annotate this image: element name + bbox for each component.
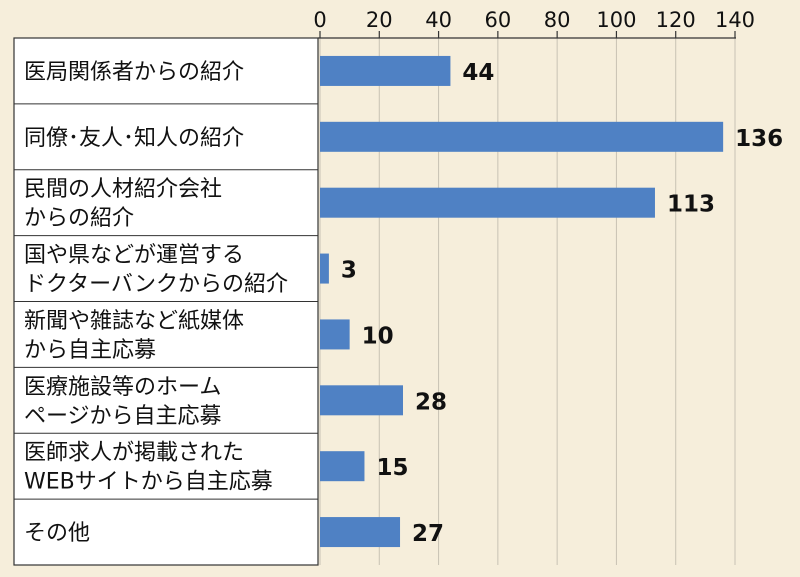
category-label-line: ページから自主応募 <box>24 404 222 429</box>
category-label: 同僚･友人･知人の紹介 <box>24 126 244 151</box>
category-label-line: 医局関係者からの紹介 <box>24 60 244 85</box>
data-label: 28 <box>415 389 447 415</box>
x-axis-ticks: 0 20 40 60 80 100 120 140 <box>313 8 755 38</box>
category-label-line: 国や県などが運営する <box>24 243 244 268</box>
bar <box>320 187 655 218</box>
category-label: 国や県などが運営するドクターバンクからの紹介 <box>24 243 288 297</box>
bar <box>320 451 365 482</box>
category-label-line: その他 <box>24 521 90 546</box>
x-tick-label: 100 <box>596 8 636 32</box>
category-label: 民間の人材紹介会社からの紹介 <box>24 177 222 231</box>
category-labels: 医局関係者からの紹介同僚･友人･知人の紹介民間の人材紹介会社からの紹介国や県など… <box>24 60 288 546</box>
data-label: 113 <box>667 192 715 218</box>
x-tick-label: 140 <box>715 8 755 32</box>
bars <box>320 55 724 548</box>
category-label-line: WEBサイトから自主応募 <box>24 470 273 495</box>
bar <box>320 253 329 284</box>
x-tick-label: 60 <box>484 8 511 32</box>
x-tick-label: 0 <box>313 8 326 32</box>
data-label: 136 <box>735 126 783 152</box>
category-label: 医師求人が掲載された WEBサイトから自主応募 <box>24 441 273 495</box>
bar <box>320 121 724 152</box>
data-labels: 44 136 113 3 10 28 15 27 <box>341 60 783 547</box>
x-tick-label: 80 <box>544 8 571 32</box>
data-label: 44 <box>462 60 494 86</box>
x-tick-label: 120 <box>656 8 696 32</box>
category-label-line: から自主応募 <box>24 338 156 363</box>
bar <box>320 517 401 548</box>
bar <box>320 385 403 416</box>
category-label-line: ドクターバンクからの紹介 <box>24 272 288 297</box>
row-dividers <box>14 103 318 500</box>
bar <box>320 319 350 350</box>
bar <box>320 55 451 86</box>
category-label-line: 医師求人が掲載された <box>24 441 244 466</box>
category-label-line: 同僚･友人･知人の紹介 <box>24 126 244 151</box>
category-label-line: 医療施設等のホーム <box>24 375 221 400</box>
x-tick-label: 20 <box>366 8 393 32</box>
category-label: その他 <box>24 521 90 546</box>
category-label: 医療施設等のホームページから自主応募 <box>24 375 222 429</box>
data-label: 15 <box>376 455 408 481</box>
category-label-line: 民間の人材紹介会社 <box>24 177 222 202</box>
data-label: 27 <box>412 521 444 547</box>
data-label: 3 <box>341 258 357 284</box>
category-label: 医局関係者からの紹介 <box>24 60 244 85</box>
category-label-line: 新聞や雑誌など紙媒体 <box>24 309 244 334</box>
category-label-line: からの紹介 <box>24 206 134 231</box>
data-label: 10 <box>362 323 394 349</box>
category-label: 新聞や雑誌など紙媒体から自主応募 <box>24 309 244 363</box>
x-tick-label: 40 <box>425 8 452 32</box>
